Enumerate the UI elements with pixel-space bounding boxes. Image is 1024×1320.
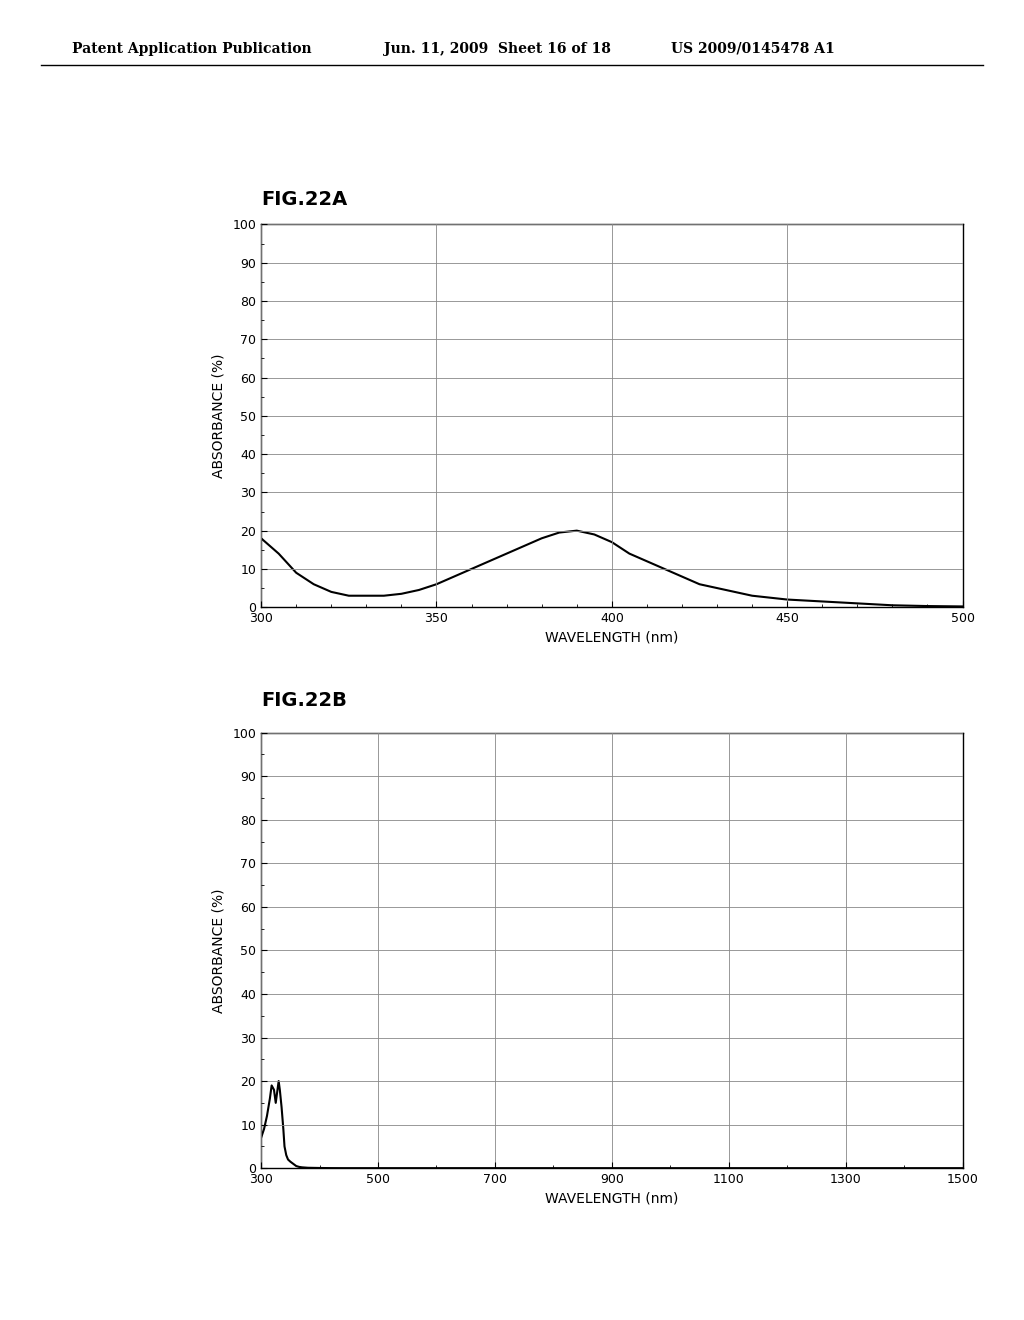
Y-axis label: ABSORBANCE (%): ABSORBANCE (%) [211,354,225,478]
Text: Patent Application Publication: Patent Application Publication [72,42,311,55]
X-axis label: WAVELENGTH (nm): WAVELENGTH (nm) [545,1192,679,1205]
Text: US 2009/0145478 A1: US 2009/0145478 A1 [671,42,835,55]
X-axis label: WAVELENGTH (nm): WAVELENGTH (nm) [545,631,679,644]
Text: FIG.22B: FIG.22B [261,692,347,710]
Text: Jun. 11, 2009  Sheet 16 of 18: Jun. 11, 2009 Sheet 16 of 18 [384,42,611,55]
Text: FIG.22A: FIG.22A [261,190,347,209]
Y-axis label: ABSORBANCE (%): ABSORBANCE (%) [211,888,225,1012]
